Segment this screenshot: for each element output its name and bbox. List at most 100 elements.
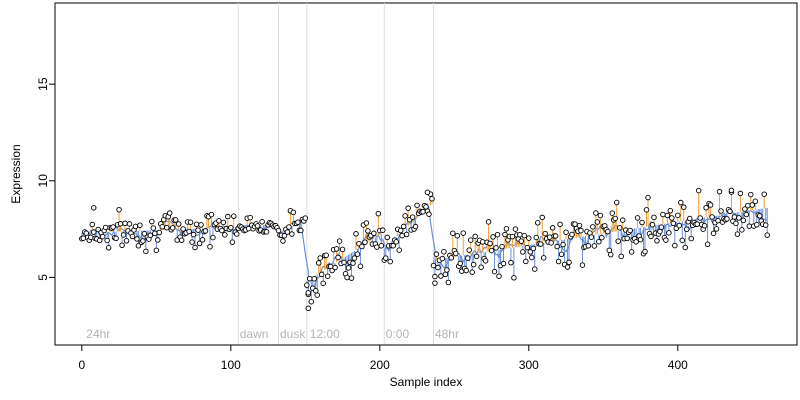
data-point	[634, 215, 641, 221]
data-point	[529, 254, 535, 261]
data-point	[222, 232, 228, 238]
annotations: 24hr dawn dusk 12:00 0:00 48hr	[86, 327, 459, 341]
data-point	[493, 245, 499, 251]
data-point	[539, 214, 545, 221]
data-point	[578, 227, 584, 234]
data-point	[591, 243, 598, 249]
data-point	[169, 225, 176, 231]
data-point	[704, 241, 711, 248]
data-point	[295, 219, 301, 226]
data-point	[502, 231, 508, 238]
data-point	[657, 228, 663, 235]
data-point	[390, 242, 396, 249]
data-point	[546, 234, 553, 240]
data-point	[742, 206, 748, 212]
data-point	[676, 222, 683, 229]
data-point	[335, 254, 341, 261]
data-point	[286, 224, 292, 230]
data-point	[748, 191, 754, 198]
data-point	[435, 264, 441, 271]
data-point	[199, 237, 206, 243]
y-axis-title: Expression	[9, 144, 23, 203]
data-point	[470, 261, 477, 268]
data-point	[734, 231, 741, 237]
data-point	[555, 258, 562, 265]
data-point	[488, 247, 495, 254]
data-point	[409, 214, 416, 220]
data-point	[521, 232, 528, 239]
data-point	[186, 228, 192, 235]
data-point	[695, 187, 702, 194]
data-point	[110, 224, 116, 230]
data-point	[649, 221, 656, 228]
data-point	[716, 188, 723, 195]
data-point	[637, 236, 644, 243]
data-point	[281, 232, 288, 239]
data-point	[448, 255, 455, 261]
data-point	[132, 223, 139, 230]
data-point	[345, 265, 352, 271]
data-point	[540, 255, 547, 261]
data-point	[616, 225, 623, 231]
data-point	[190, 231, 197, 238]
data-point	[96, 237, 103, 244]
data-point	[383, 255, 389, 261]
data-point	[430, 262, 437, 269]
data-point	[113, 235, 119, 242]
data-point	[628, 249, 635, 255]
data-point	[746, 223, 753, 229]
data-point	[143, 248, 149, 255]
data-point	[445, 279, 452, 286]
data-point	[566, 259, 572, 266]
data-point	[596, 238, 602, 245]
data-point	[400, 223, 407, 230]
data-point	[552, 233, 559, 239]
data-point	[441, 248, 447, 255]
data-point	[196, 240, 203, 247]
data-point	[572, 221, 578, 227]
data-point	[140, 238, 146, 244]
data-point	[254, 223, 261, 229]
data-point	[496, 273, 502, 279]
data-point	[599, 234, 605, 241]
data-point	[229, 239, 236, 245]
data-point	[208, 211, 215, 218]
data-point	[365, 228, 371, 234]
data-point	[762, 222, 769, 228]
data-point	[305, 305, 312, 312]
phase-label: 12:00	[310, 327, 340, 341]
data-point	[402, 213, 408, 219]
data-point	[508, 259, 514, 266]
data-point	[686, 215, 693, 222]
data-point	[166, 210, 173, 216]
data-point	[707, 202, 714, 208]
data-point	[739, 227, 745, 233]
data-point	[192, 244, 198, 251]
data-point	[752, 198, 759, 205]
data-point	[727, 208, 733, 215]
data-point	[119, 242, 125, 248]
data-point	[588, 234, 595, 240]
data-point	[90, 205, 97, 211]
data-point	[384, 234, 391, 241]
data-point	[460, 230, 466, 236]
data-point	[311, 275, 318, 282]
data-point	[694, 221, 700, 227]
data-point	[764, 232, 770, 238]
data-point	[654, 238, 660, 244]
data-point	[701, 222, 708, 229]
data-point	[363, 220, 370, 226]
data-point	[557, 221, 563, 228]
data-point	[633, 239, 639, 245]
data-point	[554, 243, 560, 250]
x-axis-title: Sample index	[390, 375, 463, 389]
data-point	[163, 224, 170, 231]
x-tick-label: 400	[668, 358, 688, 372]
data-point	[195, 227, 201, 233]
data-point	[189, 239, 195, 245]
data-point	[432, 273, 438, 280]
data-point	[454, 232, 461, 239]
data-point	[512, 226, 519, 232]
data-point	[743, 211, 750, 218]
data-point	[579, 262, 586, 268]
